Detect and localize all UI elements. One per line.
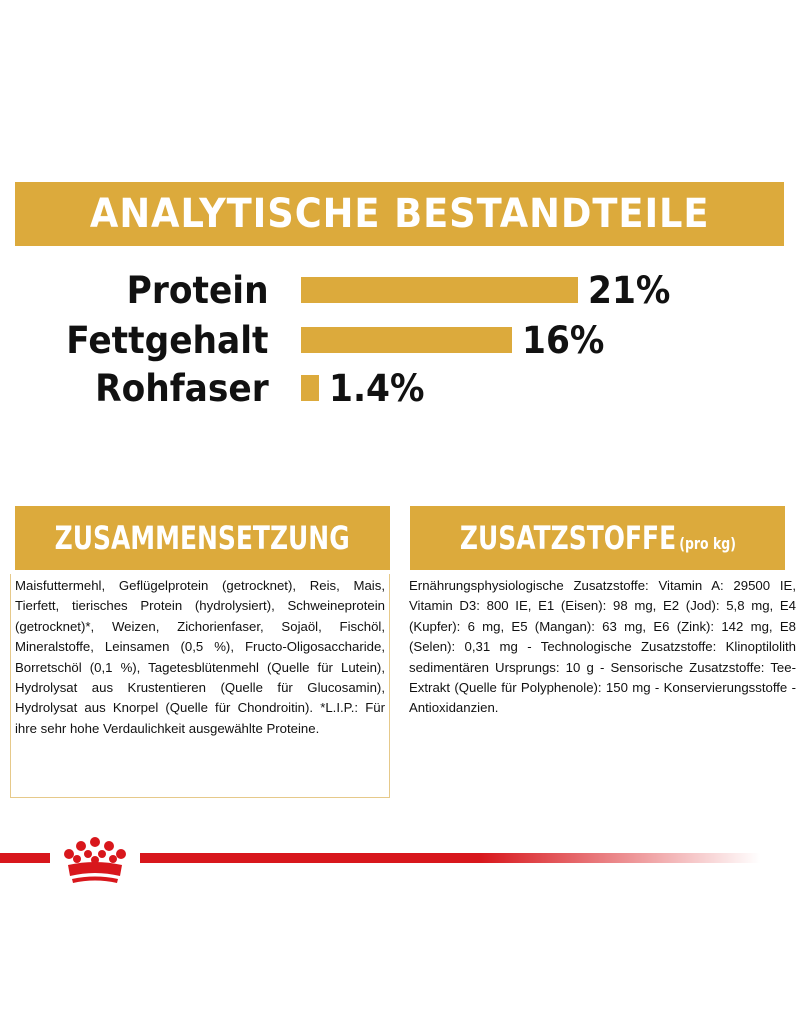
brand-divider [0, 853, 800, 863]
row-bar [301, 277, 578, 303]
analysis-title: ANALYTISCHE BESTANDTEILE [89, 191, 710, 237]
row-label: Protein [127, 269, 269, 312]
row-bar [301, 375, 320, 401]
row-bar [301, 327, 513, 353]
row-value: 1.4% [329, 367, 425, 410]
row-value: 16% [522, 319, 605, 362]
row-label: Fettgehalt [66, 319, 269, 362]
additives-header: ZUSATZSTOFFE (pro kg) [410, 506, 785, 570]
composition-title: ZUSAMMENSETZUNG [54, 519, 351, 557]
composition-header: ZUSAMMENSETZUNG [15, 506, 390, 570]
composition-text: Maisfuttermehl, Geflügelprotein (getrock… [10, 574, 390, 798]
analysis-row-protein: Protein 21% [0, 265, 800, 315]
analysis-row-fiber: Rohfaser 1.4% [0, 363, 800, 413]
row-label: Rohfaser [95, 367, 269, 410]
row-value: 21% [588, 269, 671, 312]
analysis-banner: ANALYTISCHE BESTANDTEILE [15, 182, 784, 246]
analysis-row-fat: Fettgehalt 16% [0, 315, 800, 365]
crown-icon [50, 832, 140, 888]
additives-text: Ernährungsphysiologische Zusatzstoffe: V… [409, 578, 796, 716]
additives-subtitle: (pro kg) [678, 534, 736, 553]
additives-title: ZUSATZSTOFFE [459, 519, 676, 557]
